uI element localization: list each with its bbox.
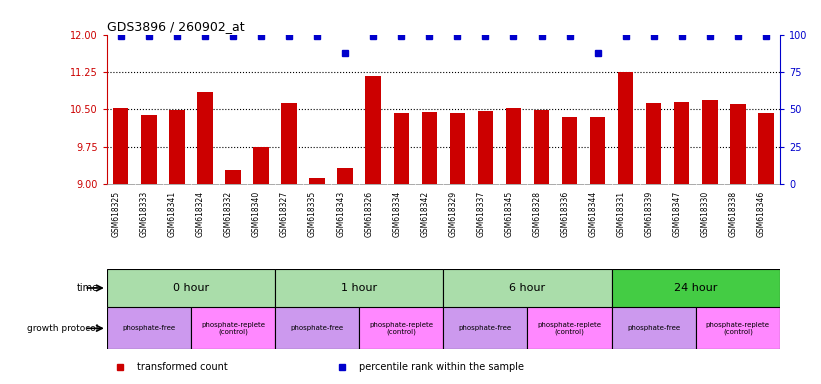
Text: GDS3896 / 260902_at: GDS3896 / 260902_at (107, 20, 245, 33)
Bar (141, 116, 157, 184)
Bar (190, 307, 275, 349)
Bar (107, 269, 275, 307)
Text: GSM618341: GSM618341 (167, 191, 177, 237)
Text: time: time (76, 283, 99, 293)
Text: GSM618338: GSM618338 (729, 191, 738, 237)
Text: GSM618326: GSM618326 (365, 191, 374, 237)
Bar (422, 113, 437, 184)
Bar (702, 101, 718, 184)
Bar (275, 269, 443, 307)
Text: phosphate-replete
(control): phosphate-replete (control) (369, 321, 433, 335)
Text: phosphate-free: phosphate-free (627, 325, 681, 331)
Text: GSM618329: GSM618329 (448, 191, 457, 237)
Text: GSM618342: GSM618342 (420, 191, 429, 237)
Text: GSM618333: GSM618333 (140, 191, 149, 237)
Text: GSM618332: GSM618332 (224, 191, 233, 237)
Text: GSM618335: GSM618335 (308, 191, 317, 237)
Text: GSM618324: GSM618324 (196, 191, 205, 237)
Bar (646, 103, 662, 184)
Bar (197, 93, 213, 184)
Bar (506, 108, 521, 184)
Bar (590, 117, 605, 184)
Text: GSM618344: GSM618344 (589, 191, 598, 237)
Bar (612, 307, 695, 349)
Text: phosphate-free: phosphate-free (122, 325, 176, 331)
Bar (107, 307, 190, 349)
Text: GSM618337: GSM618337 (476, 191, 485, 237)
Bar (528, 307, 612, 349)
Text: phosphate-replete
(control): phosphate-replete (control) (706, 321, 770, 335)
Bar (360, 307, 443, 349)
Bar (225, 170, 241, 184)
Text: GSM618339: GSM618339 (644, 191, 654, 237)
Text: GSM618345: GSM618345 (504, 191, 513, 237)
Text: 24 hour: 24 hour (674, 283, 718, 293)
Bar (730, 104, 745, 184)
Bar (393, 113, 409, 184)
Bar (618, 72, 633, 184)
Text: phosphate-free: phosphate-free (291, 325, 344, 331)
Bar (759, 113, 773, 184)
Text: GSM618327: GSM618327 (280, 191, 289, 237)
Text: growth protocol: growth protocol (27, 324, 99, 333)
Text: phosphate-free: phosphate-free (459, 325, 512, 331)
Text: transformed count: transformed count (137, 362, 227, 372)
Text: GSM618330: GSM618330 (701, 191, 710, 237)
Bar (365, 76, 381, 184)
Bar (254, 147, 268, 184)
Text: GSM618331: GSM618331 (617, 191, 626, 237)
Text: 1 hour: 1 hour (341, 283, 378, 293)
Text: GSM618346: GSM618346 (757, 191, 766, 237)
Text: GSM618325: GSM618325 (112, 191, 121, 237)
Text: GSM618334: GSM618334 (392, 191, 401, 237)
Text: GSM618340: GSM618340 (252, 191, 261, 237)
Text: percentile rank within the sample: percentile rank within the sample (360, 362, 524, 372)
Bar (612, 269, 780, 307)
Bar (478, 111, 493, 184)
Text: phosphate-replete
(control): phosphate-replete (control) (201, 321, 265, 335)
Bar (337, 168, 353, 184)
Bar (443, 307, 528, 349)
Bar (534, 110, 549, 184)
Text: GSM618343: GSM618343 (336, 191, 345, 237)
Bar (674, 102, 690, 184)
Bar (450, 113, 465, 184)
Bar (282, 103, 296, 184)
Text: phosphate-replete
(control): phosphate-replete (control) (538, 321, 602, 335)
Text: GSM618347: GSM618347 (672, 191, 681, 237)
Bar (275, 307, 360, 349)
Text: GSM618328: GSM618328 (533, 191, 542, 237)
Text: 0 hour: 0 hour (172, 283, 209, 293)
Text: 6 hour: 6 hour (509, 283, 546, 293)
Bar (443, 269, 612, 307)
Bar (169, 110, 185, 184)
Bar (696, 307, 780, 349)
Bar (562, 117, 577, 184)
Text: GSM618336: GSM618336 (561, 191, 570, 237)
Bar (113, 108, 128, 184)
Bar (310, 178, 325, 184)
